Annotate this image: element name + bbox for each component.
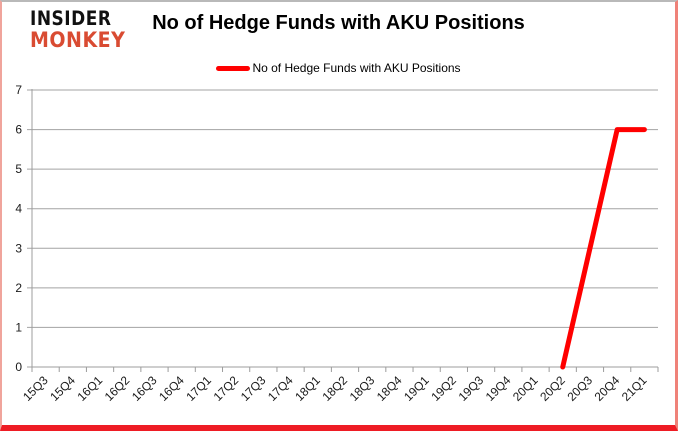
- insider-monkey-logo: INSIDER MONKEY: [30, 7, 126, 53]
- legend-label: No of Hedge Funds with AKU Positions: [252, 61, 461, 75]
- x-tick-label: 17Q4: [265, 373, 296, 404]
- y-tick-label: 1: [15, 320, 22, 334]
- x-tick-label: 20Q2: [537, 373, 568, 404]
- x-tick-label: 16Q1: [75, 373, 106, 404]
- x-tick-label: 17Q2: [211, 373, 242, 404]
- y-tick-label: 6: [15, 123, 22, 137]
- x-tick-label: 15Q4: [47, 373, 78, 404]
- y-tick-label: 5: [15, 162, 22, 176]
- y-tick-label: 0: [15, 360, 22, 374]
- chart-title: No of Hedge Funds with AKU Positions: [152, 12, 525, 34]
- y-tick-label: 7: [15, 83, 22, 97]
- x-tick-label: 18Q2: [319, 373, 350, 404]
- x-tick-label: 18Q3: [347, 373, 378, 404]
- series-line: [560, 127, 647, 370]
- y-tick-label: 3: [15, 241, 22, 255]
- x-tick-label: 21Q1: [619, 373, 650, 404]
- legend: No of Hedge Funds with AKU Positions: [2, 60, 675, 76]
- y-tick-label: 2: [15, 281, 22, 295]
- x-tick-label: 20Q4: [592, 373, 623, 404]
- logo-text-monkey: MONKEY: [30, 27, 126, 53]
- x-tick-label: 15Q3: [20, 373, 51, 404]
- x-tick-label: 19Q4: [483, 373, 514, 404]
- x-tick-label: 16Q4: [156, 373, 187, 404]
- x-tick-label: 19Q1: [401, 373, 432, 404]
- x-tick-label: 19Q3: [456, 373, 487, 404]
- x-tick-label: 19Q2: [428, 373, 459, 404]
- x-tick-label: 20Q3: [564, 373, 595, 404]
- logo-text-insider: INSIDER: [30, 7, 112, 31]
- x-tick-label: 17Q3: [238, 373, 269, 404]
- x-tick-label: 17Q1: [183, 373, 214, 404]
- x-tick-label: 18Q4: [374, 373, 405, 404]
- x-tick-label: 18Q1: [292, 373, 323, 404]
- legend-line-marker: [216, 65, 251, 71]
- x-tick-label: 20Q1: [510, 373, 541, 404]
- x-tick-label: 16Q2: [102, 373, 133, 404]
- y-tick-label: 4: [15, 202, 22, 216]
- x-tick-label: 16Q3: [129, 373, 160, 404]
